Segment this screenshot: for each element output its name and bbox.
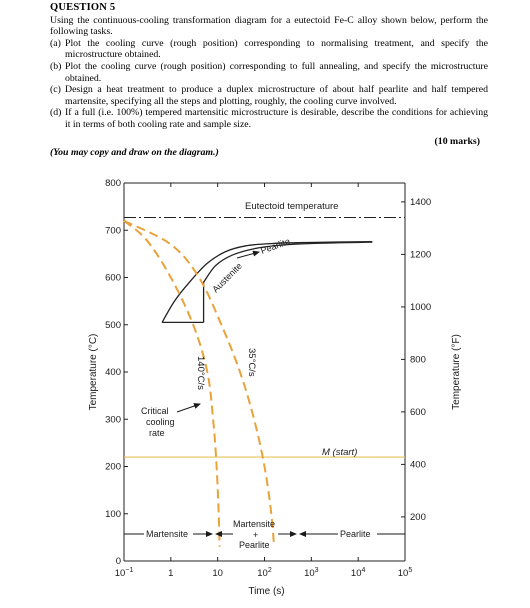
task-label: (a) [50, 37, 61, 49]
transformation-start-curve [161, 240, 373, 323]
y-tick-label-left: 400 [105, 367, 121, 378]
task-list: (a) Plot the cooling curve (rough positio… [50, 38, 488, 131]
task-item: (b) Plot the cooling curve (rough positio… [50, 61, 488, 84]
eutectoid-label: Eutectoid temperature [245, 201, 338, 212]
task-item: (c) Design a heat treatment to produce a … [50, 84, 488, 107]
task-text: Plot the cooling curve (rough position) … [65, 60, 488, 84]
critical-arrow [176, 403, 201, 413]
y-tick-label-right: 1400 [410, 197, 431, 208]
x-axis-title: Time (s) [248, 586, 284, 597]
x-tick-label: 1 [168, 568, 173, 579]
x-tick-label: 105 [398, 567, 413, 579]
task-item: (d) If a full (i.e. 100%) tempered marten… [50, 107, 488, 130]
critical-label-3: rate [149, 428, 165, 438]
critical-label-1: Critical [141, 406, 169, 416]
austenite-pearlite-arrow [236, 250, 260, 259]
mp-label-3: Pearlite [239, 540, 270, 550]
x-tick-label: 104 [351, 567, 366, 579]
critical-label-2: cooling [146, 417, 175, 427]
axes: 0 100 200 300 400 500 600 700 800 200 400 600 800 100… [88, 178, 462, 597]
x-tick-label: 103 [304, 567, 319, 579]
y-tick-label-left: 300 [105, 414, 121, 425]
pearlite-top-label: Pearlite [259, 236, 291, 256]
y-tick-label-right: 1200 [410, 249, 431, 260]
cooling-curve [123, 220, 221, 547]
mp-label-1: Martensite [233, 519, 275, 529]
question-intro: Using the continuous-cooling transformat… [50, 14, 488, 38]
y-tick-label-right: 600 [410, 407, 426, 418]
y-tick-label-left: 200 [105, 462, 121, 473]
diagram-note: (You may copy and draw on the diagram.) [50, 147, 219, 159]
transformation-curves [161, 240, 373, 324]
x-tick-label: 10 [212, 568, 223, 579]
cooling-curve [123, 219, 276, 547]
cooling-curves [123, 219, 276, 547]
y-tick-label-right: 400 [410, 459, 426, 470]
task-label: (c) [50, 84, 61, 96]
y-tick-label-left: 800 [105, 178, 121, 189]
y-tick-label-left: 700 [105, 225, 121, 236]
task-label: (d) [50, 107, 62, 119]
reference-lines [124, 216, 405, 458]
task-text: If a full (i.e. 100%) tempered martensit… [65, 107, 488, 130]
rate-35-label: 35°C/s [246, 348, 257, 377]
x-tick-label: 10−1 [115, 567, 134, 579]
y-tick-label-right: 200 [410, 512, 426, 523]
question-block: QUESTION 5 Using the continuous-cooling … [50, 2, 488, 159]
y-axis-title-right: Temperature (°F) [451, 334, 462, 410]
martensite-label: Martensite [146, 529, 188, 539]
y-tick-label-left: 500 [105, 320, 121, 331]
marks-label: (10 marks) [434, 135, 480, 147]
y-tick-label-right: 1000 [410, 302, 431, 313]
diagram-labels: Eutectoid temperatureAustenitePearlite14… [124, 201, 405, 550]
task-text: Plot the cooling curve (rough position) … [65, 37, 488, 61]
y-tick-label-left: 600 [105, 273, 121, 284]
pearlite-bottom-label: Pearlite [340, 529, 371, 539]
y-axis-title-left: Temperature (°C) [88, 334, 99, 411]
y-tick-label-right: 800 [410, 354, 426, 365]
y-tick-label-left: 100 [105, 509, 121, 520]
question-title: QUESTION 5 [50, 2, 116, 13]
m-start-label: M (start) [322, 447, 357, 458]
task-text: Design a heat treatment to produce a dup… [65, 84, 488, 107]
task-label: (b) [50, 60, 62, 72]
task-item: (a) Plot the cooling curve (rough positio… [50, 38, 488, 61]
transformation-end-curve [203, 241, 373, 283]
rate-140-label: 140°C/s [195, 356, 206, 390]
y-tick-label-left: 0 [116, 556, 121, 567]
x-tick-label: 102 [257, 567, 272, 579]
mp-label-2: + [253, 530, 258, 540]
